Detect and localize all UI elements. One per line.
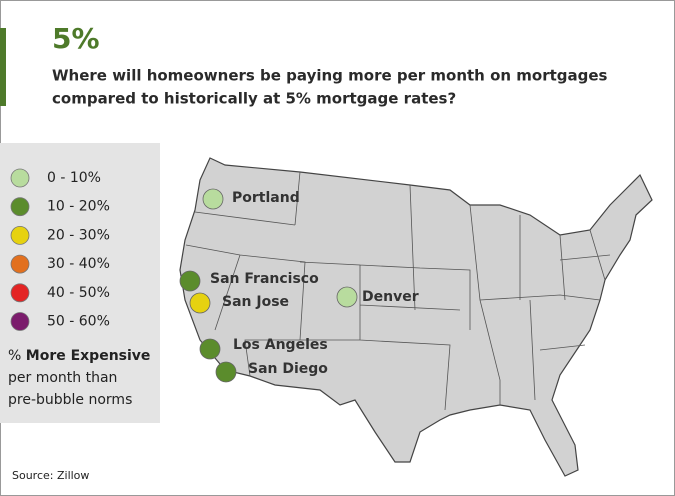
legend-box <box>0 143 160 423</box>
city-label: San Francisco <box>210 271 319 287</box>
city-label: Portland <box>232 190 300 206</box>
legend-label: 20 - 30% <box>47 227 110 243</box>
legend-caption: % More Expensive <box>8 348 150 364</box>
city-bubble <box>189 292 211 314</box>
city-label: Los Angeles <box>233 337 328 353</box>
legend-swatch <box>10 225 30 245</box>
accent-bar <box>0 28 6 106</box>
question: Where will homeowners be paying more per… <box>52 67 608 85</box>
city-bubble <box>179 270 201 292</box>
city-label: Denver <box>362 289 419 305</box>
city-label: San Diego <box>248 361 328 377</box>
legend-caption: per month than <box>8 370 117 386</box>
legend-caption: pre-bubble norms <box>8 392 132 408</box>
legend-swatch <box>10 168 30 188</box>
legend-label: 50 - 60% <box>47 314 110 330</box>
legend-label: 30 - 40% <box>47 256 110 272</box>
legend-swatch <box>10 283 30 303</box>
city-bubble <box>215 361 237 383</box>
legend-label: 40 - 50% <box>47 285 110 301</box>
city-bubble <box>202 188 224 210</box>
legend-swatch <box>10 312 30 331</box>
city-label: San Jose <box>222 294 289 310</box>
legend-label: 0 - 10% <box>47 170 101 186</box>
legend-swatch <box>10 197 30 217</box>
source: Source: Zillow <box>12 469 89 482</box>
legend-label: 10 - 20% <box>47 199 110 215</box>
question: compared to historically at 5% mortgage … <box>52 90 456 108</box>
legend-swatch <box>10 254 30 274</box>
city-bubble <box>336 286 358 308</box>
title: 5% <box>52 22 100 55</box>
city-bubble <box>199 338 221 360</box>
us-map <box>179 157 653 477</box>
